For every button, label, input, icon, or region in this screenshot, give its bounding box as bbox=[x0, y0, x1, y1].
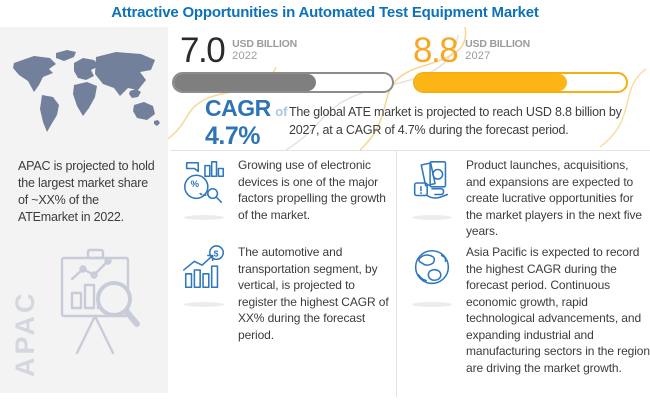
presentation-chart-icon bbox=[50, 247, 142, 365]
insight-automotive: $ The automotive and transportation segm… bbox=[176, 244, 392, 343]
cagr-value: 4.7% bbox=[205, 122, 260, 150]
page-title: Attractive Opportunities in Automated Te… bbox=[111, 4, 539, 21]
unit-2027: USD BILLION bbox=[465, 38, 531, 50]
insight-text: Product launches, acquisitions, and expa… bbox=[466, 158, 642, 238]
market-size-2022: 7.0 USD BILLION 2022 bbox=[180, 33, 297, 69]
value-2022: 7.0 bbox=[180, 31, 226, 70]
region-highlight-text: APAC is projected to hold the largest ma… bbox=[18, 159, 155, 224]
icon-shadow bbox=[412, 215, 452, 220]
vertical-divider bbox=[396, 150, 397, 397]
world-map-icon bbox=[6, 47, 162, 133]
bar-chart-dollar-icon: $ bbox=[179, 244, 229, 299]
year-2027: 2027 bbox=[465, 50, 491, 62]
percent-analytics-icon: % bbox=[179, 157, 229, 212]
svg-text:$: $ bbox=[214, 249, 219, 259]
insight-product-launches: Product launches, acquisitions, and expa… bbox=[404, 157, 648, 240]
progress-bar-2027 bbox=[413, 72, 628, 93]
insight-electronics: % Growing use of electronic devices is o… bbox=[176, 157, 392, 223]
icon-shadow bbox=[184, 302, 224, 307]
unit-2022: USD BILLION bbox=[232, 38, 298, 50]
icon-shadow bbox=[412, 302, 452, 307]
insight-text: Growing use of electronic devices is one… bbox=[238, 158, 386, 222]
icon-shadow bbox=[184, 215, 224, 220]
progress-fill-2027 bbox=[415, 74, 567, 91]
insight-asia-pacific: Asia Pacific is expected to record the h… bbox=[404, 244, 650, 376]
svg-text:%: % bbox=[191, 179, 200, 190]
region-panel: APAC is projected to hold the largest ma… bbox=[0, 27, 168, 393]
market-size-2027: 8.8 USD BILLION 2027 bbox=[413, 33, 530, 69]
globe-icon bbox=[407, 244, 457, 299]
progress-bar-2022 bbox=[172, 72, 394, 93]
progress-fill-2022 bbox=[174, 74, 316, 91]
market-summary-text: The global ATE market is projected to re… bbox=[289, 105, 622, 137]
cagr-callout: CAGR of 4.7% bbox=[205, 96, 287, 152]
cagr-connector: of bbox=[275, 104, 288, 119]
year-2022: 2022 bbox=[232, 50, 258, 62]
cagr-label: CAGR bbox=[205, 95, 271, 121]
horizontal-divider bbox=[170, 150, 650, 151]
insight-text: Asia Pacific is expected to record the h… bbox=[466, 245, 650, 375]
insight-text: The automotive and transportation segmen… bbox=[238, 245, 389, 342]
apac-watermark: APAC bbox=[10, 290, 40, 377]
cash-hand-icon bbox=[407, 157, 457, 212]
value-2027: 8.8 bbox=[413, 31, 459, 70]
